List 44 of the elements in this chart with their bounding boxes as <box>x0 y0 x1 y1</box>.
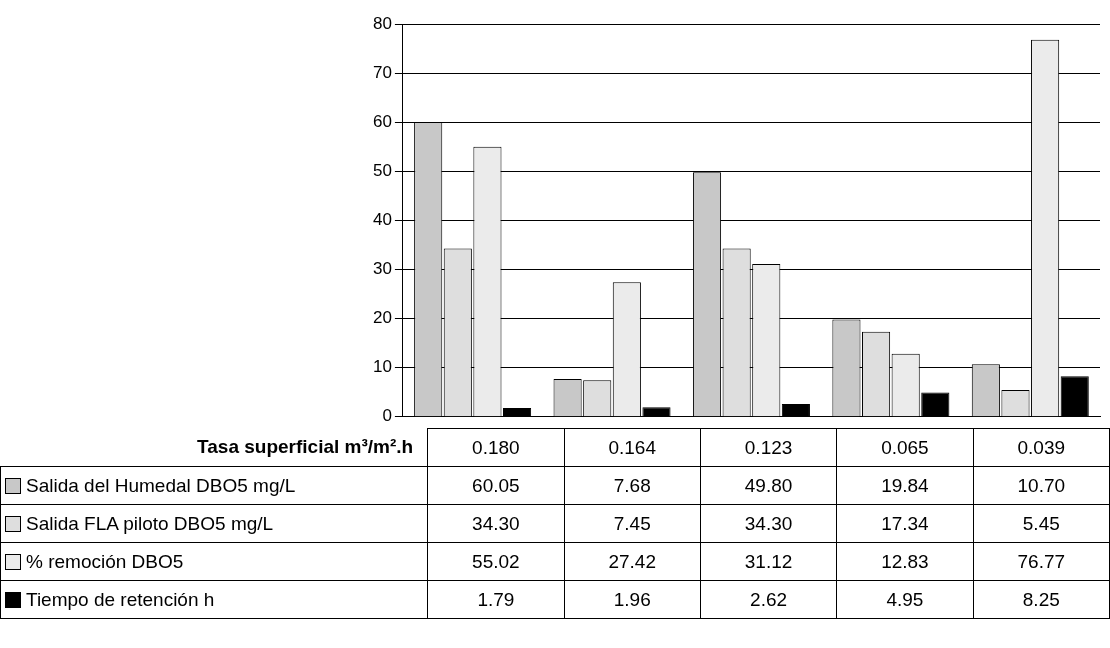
y-tick-label: 40 <box>372 210 392 230</box>
data-label: 34.30 <box>700 504 837 543</box>
data-label: 8.25 <box>973 580 1110 619</box>
y-tick-label: 70 <box>372 62 392 82</box>
data-label: 1.79 <box>427 580 565 619</box>
data-label: 55.02 <box>427 542 565 581</box>
data-label: 2.62 <box>700 580 837 619</box>
x-tick-label: 0.180 <box>427 428 565 467</box>
data-label: 17.34 <box>836 504 974 543</box>
data-label: 7.68 <box>564 466 701 505</box>
x-tick-label: 0.123 <box>700 428 837 467</box>
data-label: 31.12 <box>700 542 837 581</box>
data-label: 76.77 <box>973 542 1110 581</box>
x-tick-label: 0.039 <box>973 428 1110 467</box>
x-axis-title: Tasa superficial m³/m².h <box>196 435 415 460</box>
y-tick-label: 50 <box>372 160 392 180</box>
x-tick-label: 0.065 <box>836 428 974 467</box>
y-tick-label: 20 <box>372 308 392 328</box>
legend-label: Tiempo de retención h <box>0 580 428 619</box>
y-tick-label: 10 <box>372 357 392 377</box>
data-label: 7.45 <box>564 504 701 543</box>
data-label: 4.95 <box>836 580 974 619</box>
bar <box>502 408 532 417</box>
bar <box>642 407 671 417</box>
bar <box>1060 376 1089 417</box>
y-tick-label: 0 <box>382 406 392 426</box>
data-label: 10.70 <box>973 466 1110 505</box>
y-tick-label: 30 <box>372 259 392 279</box>
data-label: 5.45 <box>973 504 1110 543</box>
legend-label: Salida del Humedal DBO5 mg/L <box>0 466 428 505</box>
legend-label: Salida FLA piloto DBO5 mg/L <box>0 504 428 543</box>
legend-label: % remoción DBO5 <box>0 542 428 581</box>
data-label: 19.84 <box>836 466 974 505</box>
data-label: 34.30 <box>427 504 565 543</box>
data-label: 27.42 <box>564 542 701 581</box>
y-tick-label: 60 <box>372 111 392 131</box>
data-label: 1.96 <box>564 580 701 619</box>
bar <box>781 403 810 417</box>
data-label: 49.80 <box>700 466 837 505</box>
data-label: 12.83 <box>836 542 974 581</box>
data-label: 60.05 <box>427 466 565 505</box>
x-tick-label: 0.164 <box>564 428 701 467</box>
y-tick-label: 80 <box>372 13 392 33</box>
bar <box>921 392 950 417</box>
